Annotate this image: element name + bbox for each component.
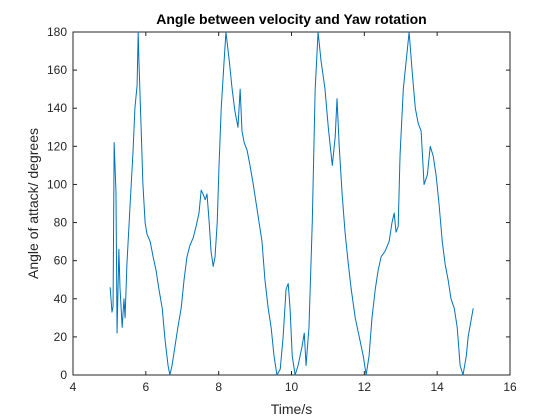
x-tick-label: 8 (215, 380, 222, 394)
y-tick-label: 60 (54, 254, 68, 268)
x-tick-label: 6 (142, 380, 149, 394)
y-axis-label: Angle of attack/ degrees (25, 128, 41, 279)
x-tick-label: 14 (430, 380, 444, 394)
y-tick-label: 100 (47, 177, 67, 191)
x-axis-label: Time/s (271, 401, 312, 417)
y-tick-label: 80 (54, 216, 68, 230)
y-tick-label: 180 (47, 25, 67, 39)
y-tick-label: 40 (54, 292, 68, 306)
y-tick-label: 120 (47, 139, 67, 153)
x-tick-label: 4 (70, 380, 77, 394)
y-tick-label: 20 (54, 330, 68, 344)
x-tick-label: 10 (285, 380, 299, 394)
x-tick-label: 12 (358, 380, 372, 394)
y-tick-label: 160 (47, 63, 67, 77)
data-line (109, 31, 474, 376)
plot-area (72, 31, 511, 376)
x-tick-label: 16 (503, 380, 517, 394)
y-tick-label: 0 (60, 368, 67, 382)
y-tick-label: 140 (47, 101, 67, 115)
chart-title: Angle between velocity and Yaw rotation (156, 11, 426, 27)
